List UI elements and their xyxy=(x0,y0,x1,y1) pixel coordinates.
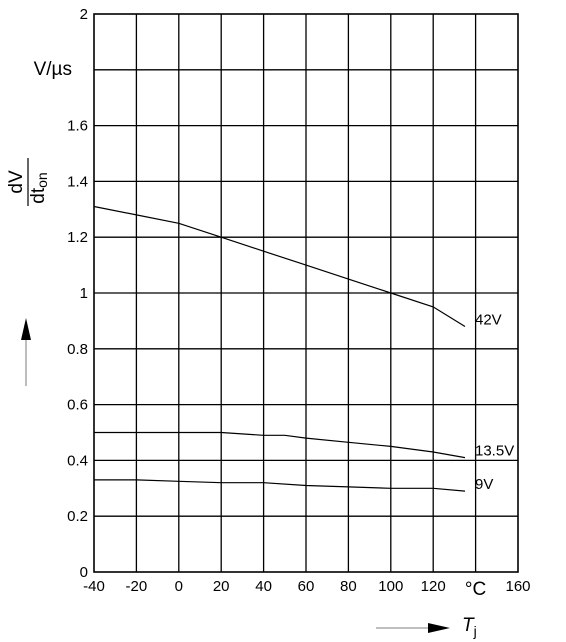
series-label: 13.5V xyxy=(475,443,514,460)
x-tick-labels: -40 -20 0 20 40 60 80 100 120 °C 160 xyxy=(83,578,530,600)
x-label-symbol: T xyxy=(462,615,475,636)
series-line xyxy=(94,479,466,492)
y-tick-label: 2 xyxy=(80,6,88,23)
x-tick-label: -20 xyxy=(126,578,148,595)
y-tick-label: 1.2 xyxy=(67,229,88,246)
series-line xyxy=(93,205,466,328)
series-label: 9V xyxy=(475,476,493,493)
x-axis-arrow xyxy=(376,623,450,633)
x-tick-label: 160 xyxy=(505,578,530,595)
x-tick-label: 80 xyxy=(340,578,357,595)
svg-text:dton: dton xyxy=(28,172,50,203)
y-tick-label: 0.4 xyxy=(67,452,88,469)
y-tick-label: 0.2 xyxy=(67,508,88,525)
x-tick-label: 120 xyxy=(421,578,446,595)
grid-lines xyxy=(94,14,518,572)
y-tick-label: 0.6 xyxy=(67,397,88,414)
x-tick-label: 40 xyxy=(255,578,272,595)
x-tick-label: 100 xyxy=(378,578,403,595)
series-lines xyxy=(93,205,466,492)
x-label-subscript: j xyxy=(473,623,477,639)
y-tick-label: 1.4 xyxy=(67,173,88,190)
x-tick-label: -40 xyxy=(83,578,105,595)
x-tick-label: 0 xyxy=(175,578,183,595)
x-tick-label: 20 xyxy=(213,578,230,595)
y-axis-label: dV dton xyxy=(6,158,50,206)
series-label: 42V xyxy=(475,311,502,328)
plot-frame xyxy=(93,13,519,573)
x-tick-label: °C xyxy=(465,579,486,600)
y-tick-labels: 0 0.2 0.4 0.6 0.8 1 1.2 1.4 1.6 V/µs 2 xyxy=(34,6,88,581)
y-label-numerator: dV xyxy=(6,170,27,194)
series-labels: 42V 13.5V 9V xyxy=(475,311,514,493)
y-tick-label: V/µs xyxy=(34,59,72,80)
x-tick-label: 60 xyxy=(298,578,315,595)
svg-text:dV: dV xyxy=(6,170,27,194)
series-line xyxy=(94,431,466,459)
y-tick-label: 1 xyxy=(80,285,88,302)
x-axis-label: Tj xyxy=(462,615,477,639)
y-axis-arrow xyxy=(21,318,31,386)
y-tick-label: 1.6 xyxy=(67,118,88,135)
y-tick-label: 0.8 xyxy=(67,341,88,358)
y-label-subscript: on xyxy=(34,172,50,188)
y-tick-label: 0 xyxy=(80,564,88,581)
y-label-denominator: dt xyxy=(28,187,49,204)
